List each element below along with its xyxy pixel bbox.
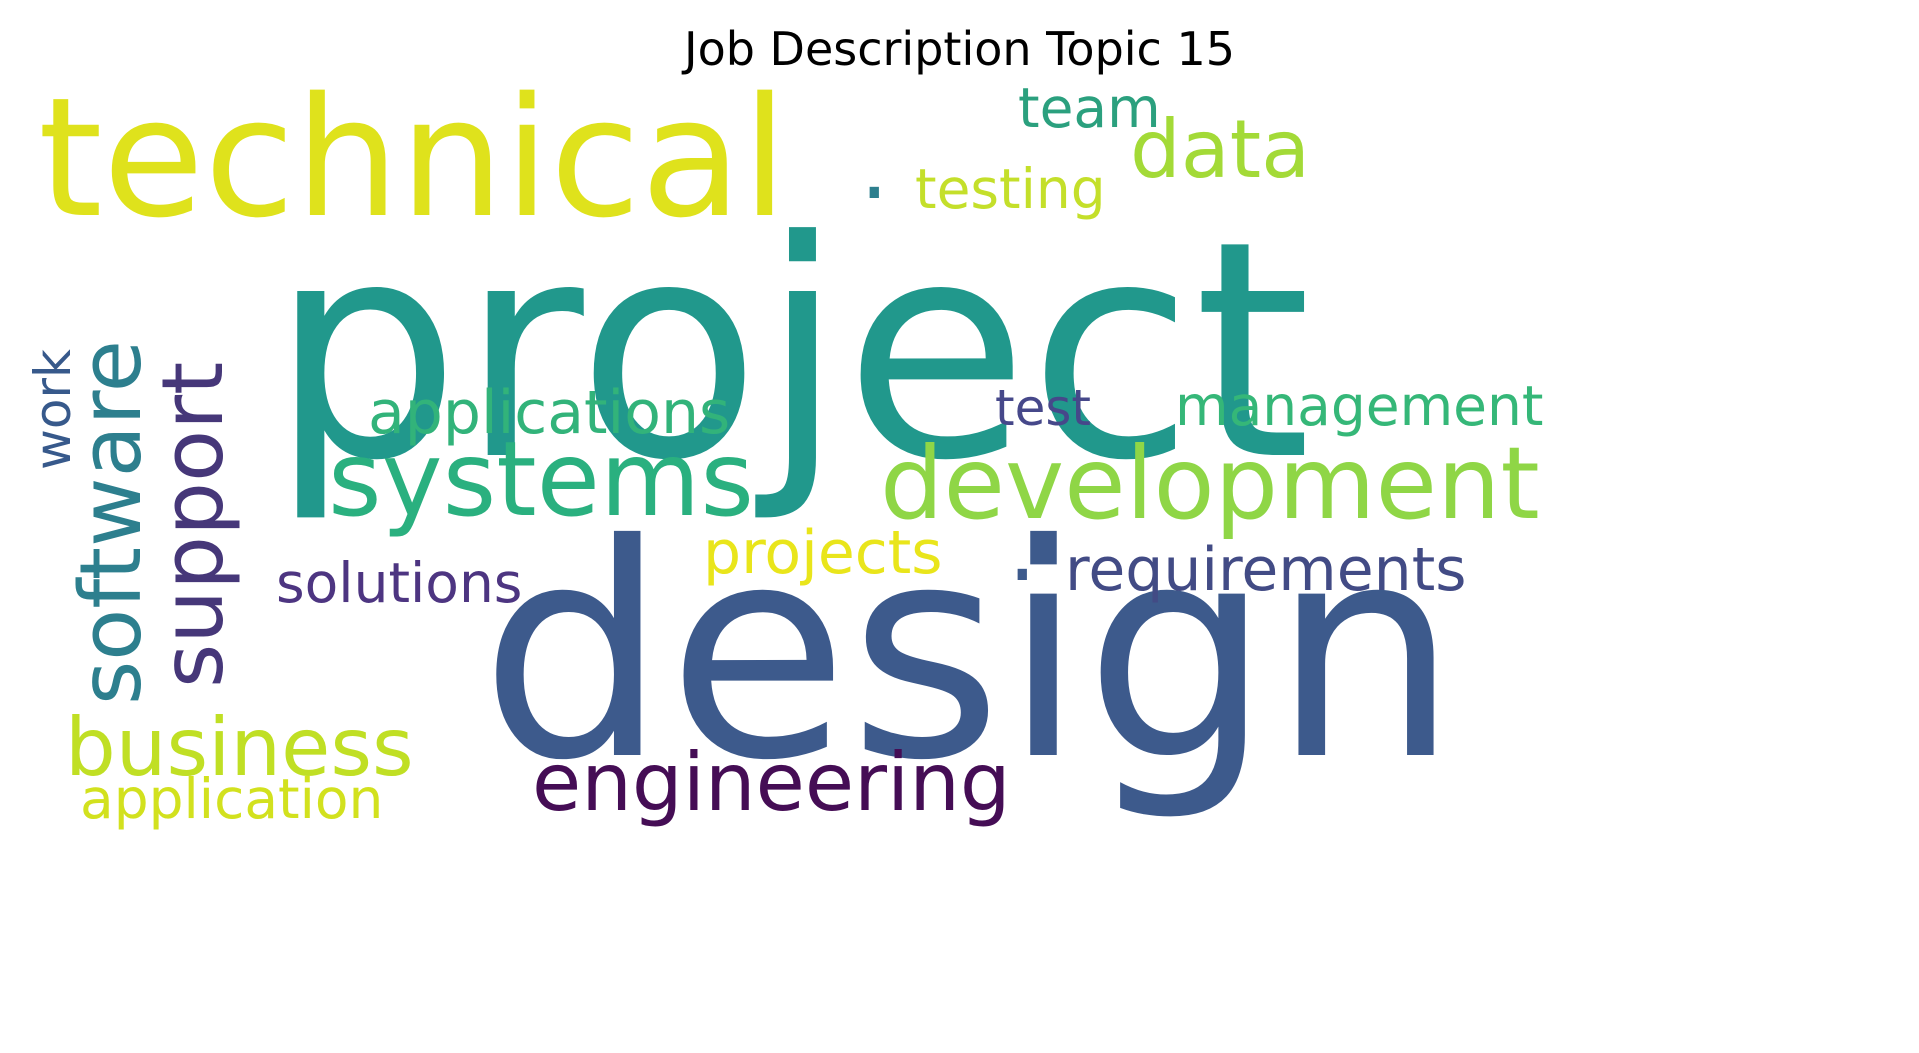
- word-solutions: solutions: [276, 551, 522, 615]
- word-applications: applications: [368, 378, 730, 448]
- word-requirements: requirements: [1065, 535, 1466, 605]
- word-project: project: [270, 177, 1311, 526]
- word-team: team: [1018, 76, 1161, 140]
- word-testing: testing: [915, 157, 1106, 221]
- word-systems: systems: [328, 420, 754, 540]
- word-design: design: [480, 481, 1459, 825]
- word-test: test: [995, 379, 1091, 437]
- word-projects: projects: [703, 518, 943, 588]
- word-application: application: [80, 767, 383, 831]
- word-technical: technical: [38, 62, 788, 254]
- figure-title: Job Description Topic 15: [684, 22, 1235, 76]
- word-dot-upper: .: [860, 115, 889, 220]
- word-dot-lower: .: [1008, 497, 1037, 602]
- word-development: development: [880, 425, 1540, 542]
- word-software: software: [62, 340, 161, 705]
- word-support: support: [144, 362, 243, 688]
- word-management: management: [1175, 374, 1543, 438]
- word-work: work: [24, 349, 82, 470]
- word-data: data: [1130, 103, 1310, 196]
- word-business: business: [65, 701, 414, 794]
- word-engineering: engineering: [532, 736, 1011, 829]
